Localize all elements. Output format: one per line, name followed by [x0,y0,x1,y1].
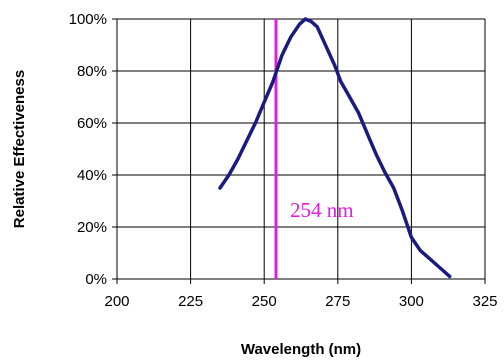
y-axis-title: Relative Effectiveness [11,70,28,228]
series-line [218,17,452,279]
x-tick-label: 225 [178,293,203,310]
grid [116,18,486,280]
x-tick-label: 250 [252,293,277,310]
reference-line-group: 254 nm [274,19,354,279]
y-tick-labels: 0% 20% 40% 60% 80% 100% [69,11,117,288]
y-tick-label: 60% [77,115,107,132]
x-tick-label: 200 [104,293,129,310]
x-tick-labels: 200 225 250 275 300 325 [104,279,498,310]
x-tick-label: 275 [325,293,350,310]
series-group [218,17,452,279]
y-tick-label: 40% [77,167,107,184]
y-tick-label: 80% [77,63,107,80]
x-axis-title: Wavelength (nm) [241,341,361,358]
reference-line-label: 254 nm [290,198,354,222]
y-tick-label: 0% [85,271,107,288]
y-tick-label: 20% [77,219,107,236]
x-tick-label: 325 [472,293,497,310]
x-tick-label: 300 [399,293,424,310]
plot-frame [116,18,486,280]
y-tick-label: 100% [69,11,107,28]
